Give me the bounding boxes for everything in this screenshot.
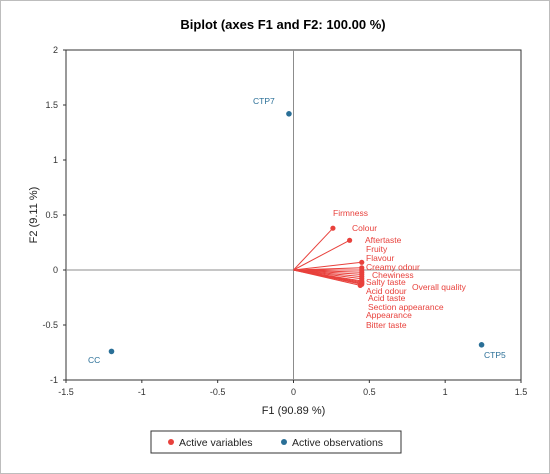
legend-variables-label: Active variables	[179, 437, 253, 449]
variable-label: Aftertaste	[365, 235, 402, 245]
variable-label: Firmness	[333, 208, 368, 218]
y-axis-title: F2 (9.11 %)	[28, 187, 40, 244]
variable-point	[357, 282, 363, 288]
x-tick-label: 1.5	[515, 387, 528, 397]
x-tick-label: -0.5	[210, 387, 226, 397]
y-tick-label: 1	[53, 155, 58, 165]
variable-label: Creamy odour	[366, 262, 420, 272]
variable-label: Acid taste	[368, 293, 406, 303]
x-tick-label: -1	[138, 387, 146, 397]
variable-label: Salty taste	[366, 277, 406, 287]
variable-label: Fruity	[366, 244, 388, 254]
observation-label: CC	[88, 355, 100, 365]
legend-observations-marker	[281, 439, 287, 445]
variable-vector	[293, 261, 362, 271]
zero-axes	[66, 50, 521, 380]
variable-point	[359, 259, 365, 265]
variable-label: Acid odour	[366, 286, 407, 296]
legend: Active variables Active observations	[150, 430, 402, 454]
variable-vectors	[293, 225, 365, 288]
variable-label: Overall quality	[412, 282, 467, 292]
variable-label: Colour	[352, 223, 377, 233]
variable-vector	[293, 269, 361, 286]
y-tick-label: 2	[53, 45, 58, 55]
legend-variables-marker	[168, 439, 174, 445]
variable-label: Appearance	[366, 310, 412, 320]
observation-label: CTP5	[484, 350, 506, 360]
observation-point	[286, 111, 292, 117]
variable-labels: Firmness Colour AftertasteFruityFlavourCre…	[333, 208, 467, 330]
observation-label: CTP7	[253, 96, 275, 106]
y-tick-label: -0.5	[42, 320, 58, 330]
variable-label: Section appearance	[368, 302, 444, 312]
variable-label: Flavour	[366, 253, 395, 263]
y-tick-label: 1.5	[45, 100, 58, 110]
observation-point	[108, 348, 115, 355]
variable-vector	[293, 227, 334, 271]
variable-point	[347, 237, 353, 243]
observation-point	[478, 342, 485, 348]
x-tick-label: 0.5	[363, 387, 376, 397]
variable-label: Bitter taste	[366, 320, 407, 330]
variable-point	[330, 225, 336, 231]
x-tick-label: 0	[291, 387, 296, 397]
y-tick-label: 0	[53, 265, 58, 275]
y-tick-label: 0.5	[45, 210, 58, 220]
x-tick-label: -1.5	[58, 387, 74, 397]
variable-vector	[293, 239, 350, 271]
observation-points: CTP7 CC CTP5	[88, 96, 506, 365]
y-tick-label: -1	[50, 375, 58, 385]
chart-title: Biplot (axes F1 and F2: 100.00 %)	[180, 17, 385, 32]
legend-box	[150, 430, 402, 454]
variable-label: Chewiness	[372, 270, 414, 280]
legend-observations-label: Active observations	[292, 437, 383, 449]
x-tick-label: 1	[443, 387, 448, 397]
tick-labels: -1.5 -1 -0.5 0 0.5 1 1.5-1-0.500.511.52	[42, 45, 527, 397]
x-axis-title: F1 (90.89 %)	[262, 405, 326, 417]
